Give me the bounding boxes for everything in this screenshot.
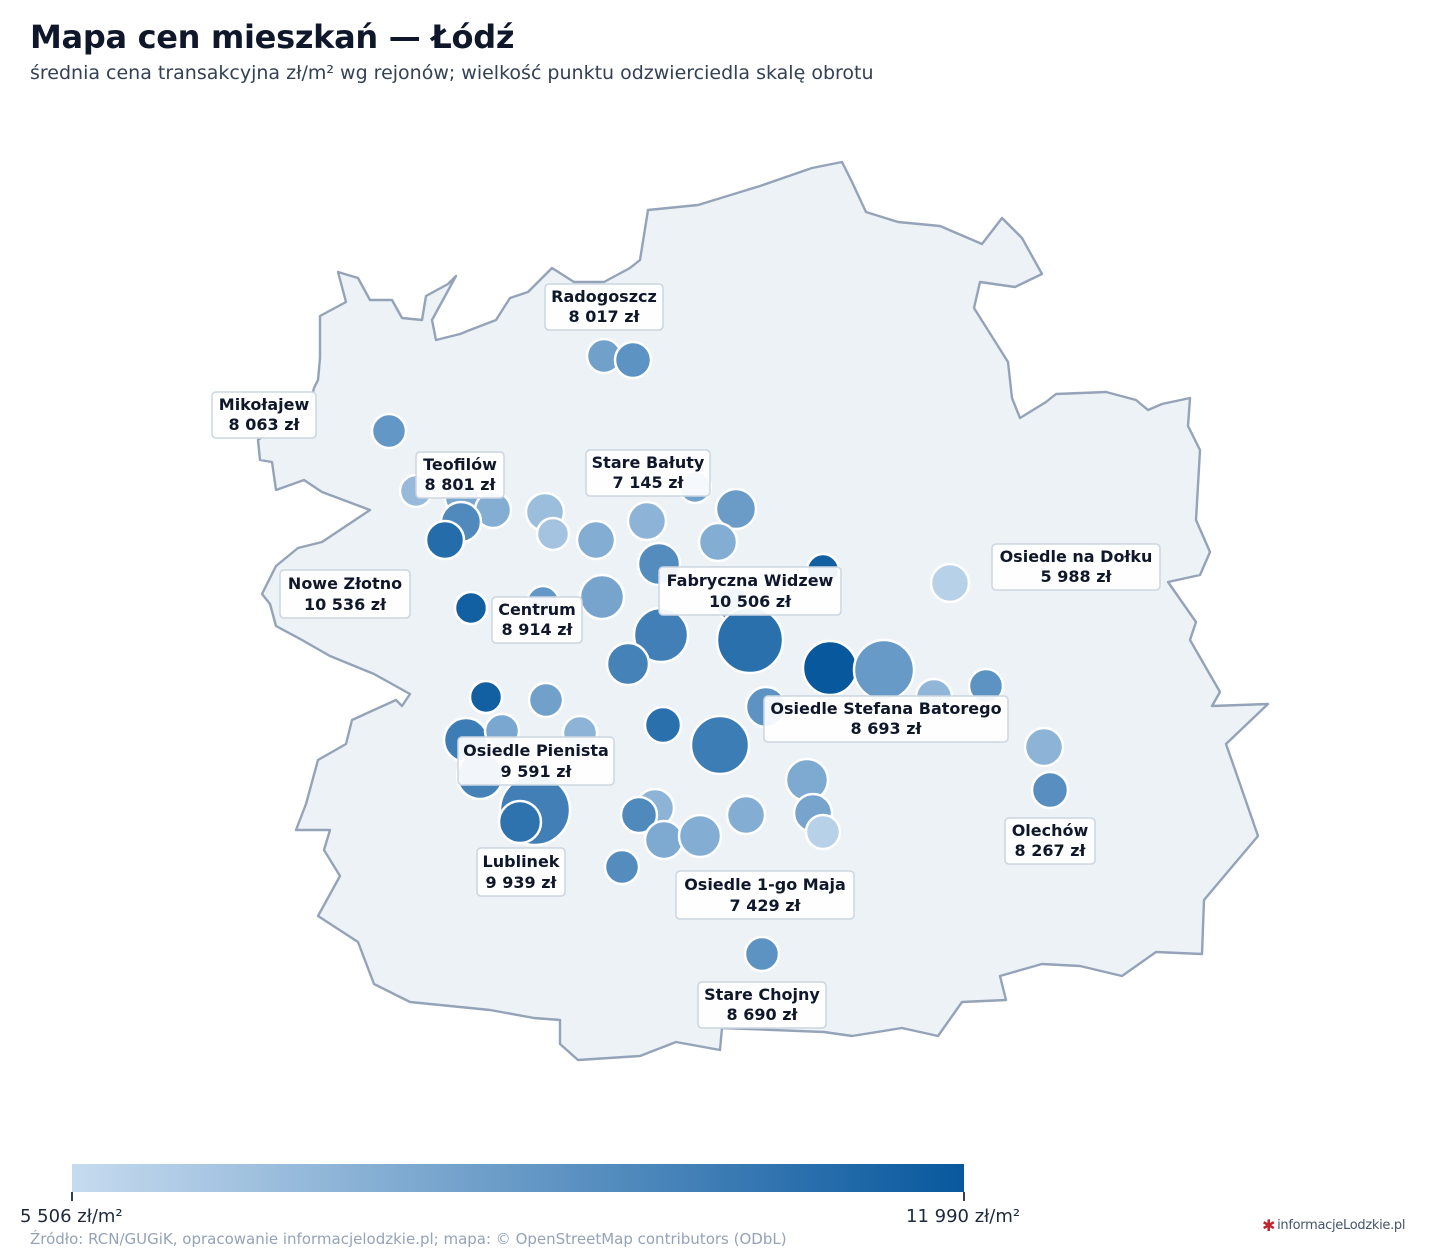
- district-label-osiedle-1-go-maja[interactable]: Osiedle 1-go Maja 7 429 zł: [675, 870, 855, 920]
- district-name: Radogoszcz: [551, 287, 657, 306]
- district-name: Olechów: [1012, 821, 1089, 840]
- district-name: Mikołajew: [219, 395, 310, 414]
- map-title: Mapa cen mieszkań — Łódź: [30, 18, 515, 56]
- price-marker[interactable]: [801, 639, 859, 697]
- district-name: Osiedle na Dołku: [1000, 547, 1153, 566]
- district-price: 8 801 zł: [425, 475, 497, 494]
- price-marker[interactable]: [575, 519, 617, 561]
- price-marker[interactable]: [468, 679, 504, 715]
- district-label-radogoszcz[interactable]: Radogoszcz 8 017 zł: [544, 283, 664, 331]
- district-label-fabryczna-widzew[interactable]: Fabryczna Widzew 10 506 zł: [658, 566, 842, 616]
- price-marker[interactable]: [578, 573, 626, 621]
- price-marker[interactable]: [677, 813, 723, 859]
- district-price: 7 145 zł: [613, 473, 685, 492]
- label-box: [544, 283, 664, 331]
- price-marker[interactable]: [929, 562, 971, 604]
- brand-text: informacjeLodzkie.pl: [1277, 1218, 1406, 1233]
- snowflake-logo-icon: ✱: [1262, 1216, 1276, 1235]
- district-price: 8 693 zł: [851, 719, 923, 738]
- price-marker[interactable]: [714, 487, 758, 531]
- map-subtitle: średnia cena transakcyjna zł/m² wg rejon…: [30, 62, 874, 84]
- district-name: Teofilów: [423, 455, 497, 474]
- price-marker[interactable]: [613, 340, 653, 380]
- brand-logo: ✱ informacjeLodzkie.pl: [1262, 1216, 1405, 1235]
- district-label-centrum[interactable]: Centrum 8 914 zł: [491, 596, 583, 644]
- district-name: Fabryczna Widzew: [667, 571, 834, 590]
- price-marker[interactable]: [497, 799, 543, 845]
- price-marker[interactable]: [725, 794, 767, 836]
- district-price-map: Radogoszcz 8 017 zł Mikołajew 8 063 zł T…: [211, 160, 1270, 1062]
- price-marker[interactable]: [535, 516, 571, 552]
- district-name: Nowe Złotno: [288, 574, 402, 593]
- label-box: [1004, 817, 1096, 865]
- price-colorbar: [72, 1164, 964, 1192]
- district-label-teofilow[interactable]: Teofilów 8 801 zł: [415, 451, 505, 499]
- price-marker[interactable]: [852, 638, 916, 702]
- label-box: [658, 566, 842, 616]
- label-layer: Radogoszcz 8 017 zł Mikołajew 8 063 zł T…: [211, 283, 1161, 1029]
- district-name: Lublinek: [483, 852, 560, 871]
- price-marker[interactable]: [626, 500, 668, 542]
- district-label-stare-baluty[interactable]: Stare Bałuty 7 145 zł: [585, 449, 711, 497]
- label-box: [991, 543, 1161, 591]
- price-marker[interactable]: [424, 519, 466, 561]
- price-marker[interactable]: [605, 641, 651, 687]
- price-marker[interactable]: [1023, 726, 1065, 768]
- price-marker[interactable]: [370, 412, 408, 450]
- label-box: [415, 451, 505, 499]
- price-marker[interactable]: [804, 813, 842, 851]
- price-marker[interactable]: [453, 590, 489, 626]
- district-label-olechow[interactable]: Olechów 8 267 zł: [1004, 817, 1096, 865]
- district-price: 10 506 zł: [709, 592, 792, 611]
- district-name: Osiedle Pienista: [463, 741, 609, 760]
- district-name: Stare Chojny: [704, 985, 820, 1004]
- label-box: [763, 695, 1009, 743]
- district-price: 10 536 zł: [304, 595, 387, 614]
- source-note: Źródło: RCN/GUGiK, opracowanie informacj…: [30, 1230, 787, 1248]
- price-marker[interactable]: [527, 681, 565, 719]
- district-label-lublinek[interactable]: Lublinek 9 939 zł: [476, 847, 566, 897]
- district-price: 8 063 zł: [229, 415, 301, 434]
- district-price: 8 017 zł: [569, 307, 641, 326]
- price-marker[interactable]: [689, 714, 751, 776]
- district-price: 8 267 zł: [1015, 841, 1087, 860]
- label-box: [675, 870, 855, 920]
- district-price: 5 988 zł: [1041, 567, 1113, 586]
- district-label-osiedle-stefana-batorego[interactable]: Osiedle Stefana Batorego 8 693 zł: [763, 695, 1009, 743]
- label-box: [279, 569, 411, 619]
- label-box: [697, 981, 827, 1029]
- price-marker[interactable]: [643, 819, 685, 861]
- district-price: 9 939 zł: [486, 873, 558, 892]
- label-box: [211, 391, 317, 439]
- district-name: Stare Bałuty: [592, 453, 705, 472]
- price-marker[interactable]: [619, 795, 659, 835]
- label-box: [585, 449, 711, 497]
- price-marker[interactable]: [1030, 770, 1070, 810]
- price-marker[interactable]: [643, 705, 683, 745]
- price-marker[interactable]: [603, 848, 641, 886]
- district-label-osiedle-pienista[interactable]: Osiedle Pienista 9 591 zł: [457, 736, 615, 786]
- colorbar-min-tick: [71, 1192, 73, 1201]
- label-box: [457, 736, 615, 786]
- district-name: Osiedle 1-go Maja: [684, 875, 846, 894]
- district-label-stare-chojny[interactable]: Stare Chojny 8 690 zł: [697, 981, 827, 1029]
- district-price: 9 591 zł: [501, 762, 573, 781]
- colorbar-max-label: 11 990 zł/m²: [906, 1206, 1021, 1227]
- price-marker[interactable]: [715, 605, 785, 675]
- price-marker[interactable]: [743, 935, 781, 973]
- district-name: Centrum: [498, 600, 576, 619]
- district-label-osiedle-na-dolku[interactable]: Osiedle na Dołku 5 988 zł: [991, 543, 1161, 591]
- label-box: [491, 596, 583, 644]
- label-box: [476, 847, 566, 897]
- district-name: Osiedle Stefana Batorego: [770, 699, 1001, 718]
- district-label-nowe-zlotno[interactable]: Nowe Złotno 10 536 zł: [279, 569, 411, 619]
- colorbar-min-label: 5 506 zł/m²: [20, 1206, 123, 1227]
- colorbar-max-tick: [963, 1192, 965, 1201]
- district-price: 8 914 zł: [502, 620, 574, 639]
- price-marker[interactable]: [697, 521, 739, 563]
- district-label-mikolajew[interactable]: Mikołajew 8 063 zł: [211, 391, 317, 439]
- district-price: 7 429 zł: [730, 896, 802, 915]
- district-price: 8 690 zł: [727, 1005, 799, 1024]
